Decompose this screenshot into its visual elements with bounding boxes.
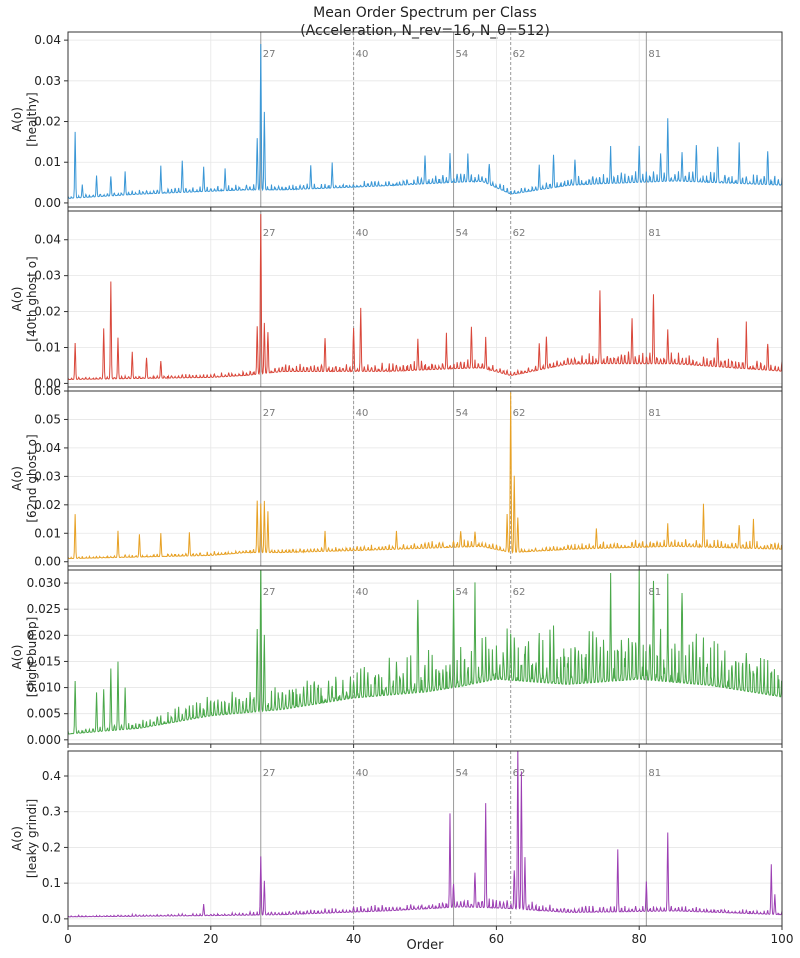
y-tick-label: 0.04 [34, 233, 61, 247]
y-axis-label-line: [40th ghost o] [25, 256, 39, 341]
y-axis-label-line: [healthy] [25, 92, 39, 146]
y-axis-label-line: A(o) [10, 466, 24, 491]
panel-5: 27 40 54 62 81 0.0 0.1 0.2 0.3 0.4 A(o)[leaky grin… [10, 750, 783, 930]
y-tick-label: 0.0 [42, 912, 61, 926]
x-tick-label: 40 [346, 932, 361, 946]
y-axis-label-line: [slight bump] [25, 617, 39, 698]
panel-1: 27 40 54 62 81 0.00 0.01 0.02 0.03 0.04 A(o)[healt… [10, 31, 783, 211]
spectrum-series-line [68, 44, 782, 199]
y-tick-label: 0.005 [27, 707, 61, 721]
y-tick-label: 0.010 [27, 681, 61, 695]
y-tick-label: 0.05 [34, 412, 61, 426]
reference-label-62: 62 [513, 49, 526, 60]
y-tick-label: 0.030 [27, 576, 61, 590]
spectrum-series-line [68, 214, 782, 380]
panel-frame [67, 390, 783, 567]
y-tick-label: 0.06 [34, 384, 61, 398]
x-tick-label: 60 [489, 932, 504, 946]
y-tick-label: 0.04 [34, 33, 61, 47]
y-tick-label: 0.000 [27, 733, 61, 747]
panels-layer: 27 40 54 62 810.000.010.020.030.04A(o)[healt… [10, 31, 794, 946]
panel-2: 27 40 54 62 81 0.00 0.01 0.02 0.03 0.04 A(o)[40th … [10, 210, 783, 391]
y-axis-label-line: A(o) [10, 107, 24, 132]
y-tick-label: 0.00 [34, 555, 61, 569]
y-tick-label: 0.01 [34, 155, 61, 169]
reference-label-62: 62 [513, 228, 526, 239]
panel-frame [67, 31, 783, 208]
y-tick-label: 0.03 [34, 74, 61, 88]
reference-label-54: 54 [456, 408, 469, 419]
reference-label-54: 54 [456, 768, 469, 779]
reference-label-27: 27 [263, 49, 276, 60]
reference-label-81: 81 [648, 587, 661, 598]
y-tick-label: 0.020 [27, 628, 61, 642]
y-tick-label: 0.2 [42, 840, 61, 854]
y-tick-label: 0.03 [34, 269, 61, 283]
y-tick-label: 0.025 [27, 602, 61, 616]
x-axis-label: Order [407, 938, 445, 953]
reference-label-81: 81 [648, 228, 661, 239]
y-tick-label: 0.3 [42, 805, 61, 819]
chart-title-line-2: (Acceleration, N_rev=16, N_θ=512) [300, 23, 550, 39]
panel-4: 27 40 54 62 81 0.000 0.005 0.010 0.015 0.020 0.025… [10, 569, 783, 748]
y-tick-label: 0.02 [34, 305, 61, 319]
reference-label-62: 62 [513, 408, 526, 419]
reference-label-81: 81 [648, 768, 661, 779]
x-tick-label: 20 [203, 932, 218, 946]
y-axis-label-line: A(o) [10, 826, 24, 851]
reference-label-27: 27 [263, 768, 276, 779]
panel-frame [67, 569, 783, 745]
y-axis-label: A(o)[62nd ghost o] [10, 434, 39, 522]
y-tick-label: 0.02 [34, 115, 61, 129]
reference-label-40: 40 [356, 228, 369, 239]
x-tick-label: 0 [64, 932, 72, 946]
reference-label-54: 54 [456, 228, 469, 239]
spectrum-series-line [68, 751, 782, 918]
y-axis-label: A(o)[slight bump] [10, 617, 39, 698]
y-axis-label-line: [62nd ghost o] [25, 434, 39, 522]
y-axis-label: A(o)[40th ghost o] [10, 256, 39, 341]
y-tick-label: 0.00 [34, 376, 61, 390]
spectrum-series-line [68, 570, 782, 735]
x-tick-label: 80 [632, 932, 647, 946]
chart-title-line-1: Mean Order Spectrum per Class [313, 5, 537, 21]
reference-label-54: 54 [456, 587, 469, 598]
y-tick-label: 0.015 [27, 654, 61, 668]
y-tick-label: 0.00 [34, 196, 61, 210]
panel-3: 27 40 54 62 81 0.00 0.01 0.02 0.03 0.04 0.05 0.06 A(… [10, 384, 783, 570]
y-tick-label: 0.1 [42, 876, 61, 890]
reference-label-62: 62 [513, 768, 526, 779]
reference-label-62: 62 [513, 587, 526, 598]
reference-label-40: 40 [356, 408, 369, 419]
y-tick-label: 0.01 [34, 526, 61, 540]
y-axis-label-line: [leaky grindi] [25, 799, 39, 878]
panel-frame [67, 210, 783, 388]
y-tick-label: 0.4 [42, 769, 61, 783]
x-tick-label: 100 [771, 932, 794, 946]
y-axis-label-line: A(o) [10, 645, 24, 670]
reference-label-27: 27 [263, 228, 276, 239]
y-axis-label: A(o)[leaky grindi] [10, 799, 39, 878]
y-axis-label: A(o)[healthy] [10, 92, 39, 146]
reference-label-54: 54 [456, 49, 469, 60]
reference-label-81: 81 [648, 49, 661, 60]
y-tick-label: 0.02 [34, 498, 61, 512]
y-tick-label: 0.04 [34, 441, 61, 455]
reference-label-40: 40 [356, 768, 369, 779]
spectrum-series-line [68, 392, 782, 560]
reference-label-40: 40 [356, 49, 369, 60]
reference-label-81: 81 [648, 408, 661, 419]
reference-label-27: 27 [263, 587, 276, 598]
y-tick-label: 0.01 [34, 340, 61, 354]
reference-label-27: 27 [263, 408, 276, 419]
panel-frame [67, 750, 783, 927]
y-axis-label-line: A(o) [10, 287, 24, 312]
reference-label-40: 40 [356, 587, 369, 598]
y-tick-label: 0.03 [34, 469, 61, 483]
